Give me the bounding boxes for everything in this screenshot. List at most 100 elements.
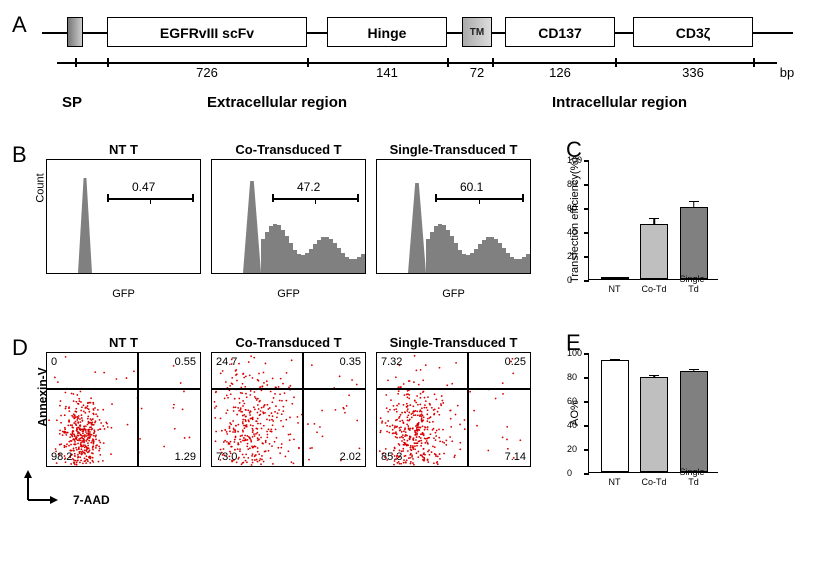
y-tick-label: 20: [567, 251, 577, 261]
panel-e: E AO% 0 20 40 60 80 100 NT Co-Td Single-…: [566, 335, 721, 473]
gate-tick: [435, 194, 437, 202]
scatter-plot: Single-Transduced T 7.32 0.25 85.3 7.14: [376, 335, 531, 467]
y-tick: [584, 353, 589, 355]
line-conn-1: [83, 32, 107, 34]
scatter-group: NT T 0 0.55 98.2 1.29 Co-Transduced T 24…: [46, 335, 531, 467]
dots: [47, 353, 201, 467]
gate-tick: [479, 198, 481, 204]
y-tick-label: 100: [567, 348, 582, 358]
y-tick: [584, 473, 589, 475]
histogram-plot: Single-Transduced T 60.1 -10³010³10⁴10⁵ …: [376, 142, 531, 300]
dots: [377, 353, 531, 467]
y-tick-label: 40: [567, 420, 577, 430]
scatter-plot: Co-Transduced T 24.7 0.35 73.0 2.02: [211, 335, 366, 467]
y-tick-label: 100: [567, 155, 582, 165]
quad-line: [467, 353, 469, 466]
panel-c: C Transfection efficiency(%) 0 20 40 60 …: [566, 142, 721, 280]
y-tick-label: 40: [567, 227, 577, 237]
gate-value: 47.2: [297, 180, 320, 194]
sp-label: SP: [62, 94, 82, 111]
line-left: [42, 32, 67, 34]
y-tick: [584, 377, 589, 379]
ylabel-c: Transfection efficiency(%): [569, 157, 581, 283]
plot-frame: 7.32 0.25 85.3 7.14: [376, 352, 531, 467]
plot-frame: 0 0.55 98.2 1.29: [46, 352, 201, 467]
tm-box: TM: [462, 17, 492, 47]
y-tick: [584, 449, 589, 451]
bar: [640, 377, 668, 472]
quad-q2: 0.35: [340, 356, 361, 368]
error-cap: [610, 277, 620, 279]
y-tick: [584, 425, 589, 427]
quad-q4: 7.14: [505, 451, 526, 463]
quad-q2: 0.55: [175, 356, 196, 368]
error-cap: [649, 375, 659, 377]
bar: [640, 224, 668, 279]
y-tick: [584, 256, 589, 258]
error-cap: [610, 359, 620, 361]
y-tick-label: 80: [567, 372, 577, 382]
bar-label: NT: [596, 477, 634, 487]
gate-value: 0.47: [132, 180, 155, 194]
y-tick: [584, 232, 589, 234]
xlabel-b: GFP: [376, 288, 531, 300]
y-tick: [584, 208, 589, 210]
ruler-tick: [75, 58, 77, 67]
bar-label: Single-Td: [675, 274, 713, 294]
plot-frame: 47.2 -10³010³10⁴10⁵: [211, 159, 366, 274]
dots: [212, 353, 366, 467]
plot-title: NT T: [46, 142, 201, 157]
bar: [601, 360, 629, 472]
y-tick-label: 0: [567, 468, 572, 478]
domain-box: EGFRvIII scFv: [107, 17, 307, 47]
bar: [680, 371, 708, 472]
bp-label: 72: [470, 65, 484, 80]
error-cap: [649, 218, 659, 220]
bp-unit: bp: [780, 65, 794, 80]
quad-q1: 0: [51, 356, 57, 368]
y-tick-label: 0: [567, 275, 572, 285]
ruler-tick: [492, 58, 494, 67]
bar: [680, 207, 708, 279]
bar-label: Co-Td: [635, 477, 673, 487]
bar: [601, 277, 629, 279]
y-tick-label: 80: [567, 179, 577, 189]
line-conn: [615, 32, 633, 34]
domain-box: Hinge: [327, 17, 447, 47]
quad-line: [212, 388, 365, 390]
bar-label: NT: [596, 284, 634, 294]
panel-letter-d: D: [12, 335, 38, 361]
plot-title: Single-Transduced T: [376, 142, 531, 157]
xlabel-b: GFP: [46, 288, 201, 300]
ruler-line: [57, 62, 777, 64]
row-bc: B NT T 0.47 -10³010³10⁴10⁵ Count GFP Co-…: [12, 142, 812, 317]
quad-line: [302, 353, 304, 466]
gate-value: 60.1: [460, 180, 483, 194]
y-tick: [584, 184, 589, 186]
quad-line: [377, 388, 530, 390]
y-tick-label: 20: [567, 444, 577, 454]
ruler-tick: [753, 58, 755, 67]
ruler-tick: [307, 58, 309, 67]
gate-tick: [522, 194, 524, 202]
scatter-plot: NT T 0 0.55 98.2 1.29: [46, 335, 201, 467]
gate-tick: [272, 194, 274, 202]
quad-q2: 0.25: [505, 356, 526, 368]
ruler-tick: [107, 58, 109, 67]
bp-label: 336: [682, 65, 704, 80]
panel-letter-a: A: [12, 12, 27, 38]
gate-tick: [315, 198, 317, 204]
bp-label: 126: [549, 65, 571, 80]
plot-title: Co-Transduced T: [211, 335, 366, 350]
domain-box: CD137: [505, 17, 615, 47]
histogram-group: NT T 0.47 -10³010³10⁴10⁵ Count GFP Co-Tr…: [46, 142, 531, 300]
histogram-plot: NT T 0.47 -10³010³10⁴10⁵ Count GFP: [46, 142, 201, 300]
bp-label: 726: [196, 65, 218, 80]
gate-tick: [150, 198, 152, 204]
sp-domain-box: [67, 17, 83, 47]
error-cap: [689, 369, 699, 371]
line-conn: [492, 32, 505, 34]
quad-q3: 98.2: [51, 451, 72, 463]
quad-line: [137, 353, 139, 466]
gate-tick: [357, 194, 359, 202]
